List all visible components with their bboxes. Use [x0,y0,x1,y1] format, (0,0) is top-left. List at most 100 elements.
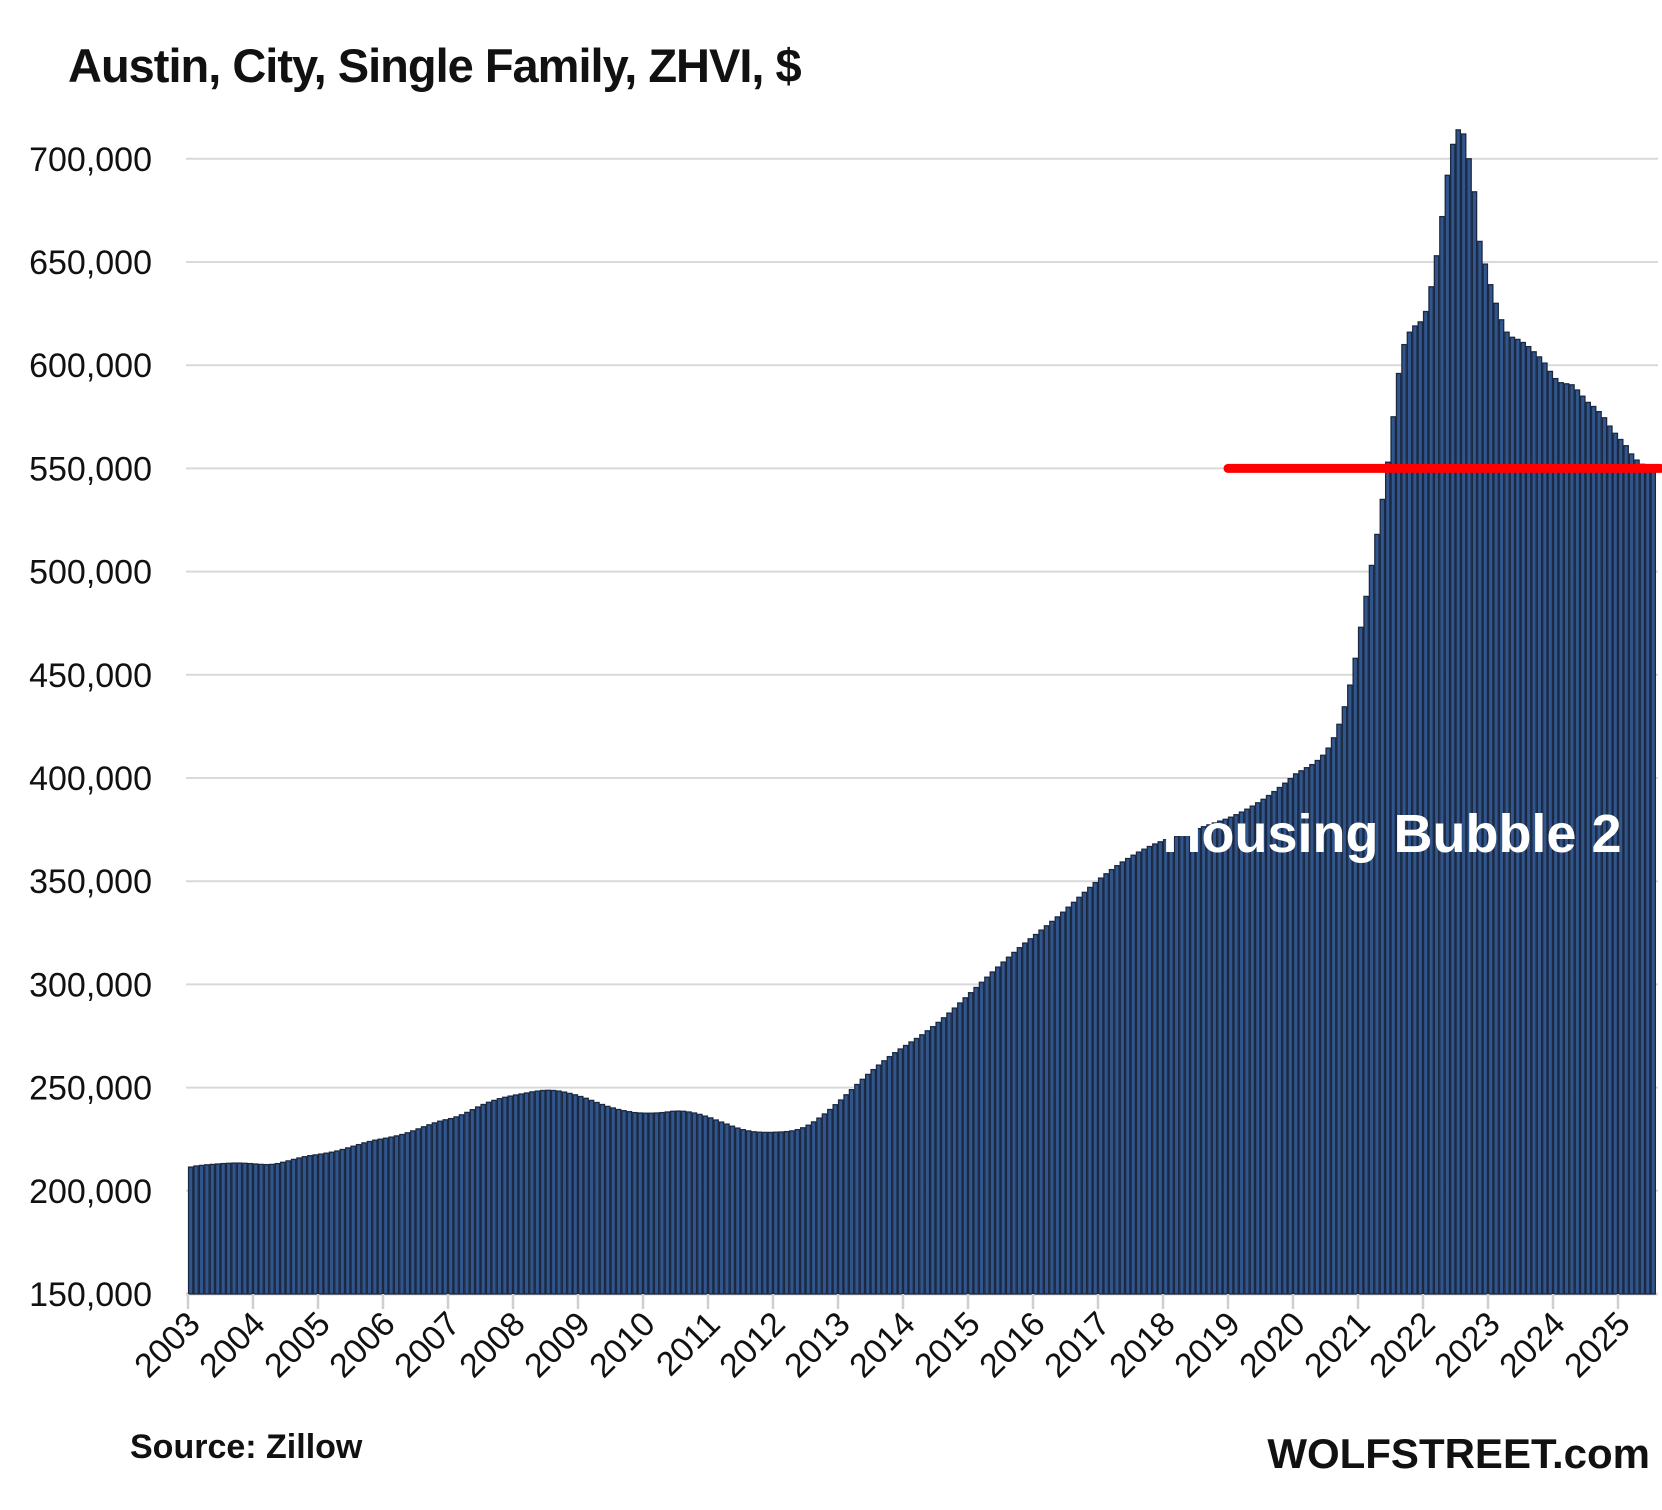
bar [469,1109,476,1295]
bar [1309,763,1315,1295]
bar [1271,790,1277,1295]
bar [1536,356,1543,1295]
bar [610,1107,617,1295]
bar [480,1103,487,1295]
bar [344,1147,351,1295]
bar [637,1112,644,1295]
bar [799,1127,806,1295]
bar [707,1117,714,1295]
bar [1390,416,1397,1295]
bar [1282,782,1288,1295]
bar [1238,811,1245,1295]
y-tick-label: 150,000 [29,1276,152,1314]
bar [1130,854,1137,1295]
bar [1314,759,1321,1295]
bar [361,1142,367,1295]
bar [1162,839,1169,1295]
bar [1135,851,1142,1295]
bar [902,1044,909,1295]
bar [1460,133,1467,1295]
bar [258,1163,264,1295]
bar [1471,191,1478,1295]
bar [1005,956,1012,1295]
bar [279,1161,286,1295]
y-tick-label: 250,000 [29,1070,152,1108]
bar [1433,255,1440,1295]
bar [1509,336,1516,1295]
bar [415,1128,422,1295]
bar [220,1162,227,1295]
year-label: 2025 [1557,1305,1637,1385]
bar [1574,389,1581,1295]
bar [935,1021,942,1295]
bar [973,986,979,1295]
year-label: 2007 [387,1305,467,1385]
bar [837,1099,844,1295]
bar [859,1078,866,1295]
bar [1206,824,1212,1295]
bar [919,1034,925,1295]
bar [1596,410,1602,1295]
y-tick-label: 550,000 [29,450,152,488]
bar [1412,325,1418,1295]
bar [1455,129,1462,1295]
bar [1520,341,1527,1295]
bar [572,1094,579,1295]
bar [1152,843,1158,1295]
bar [1195,827,1202,1295]
bar [1531,351,1537,1295]
bar [1287,777,1294,1295]
bar [507,1095,514,1295]
bar [204,1164,210,1295]
bar [957,1002,963,1295]
bar [1347,684,1353,1295]
bar [1563,383,1570,1295]
bar [1552,377,1559,1295]
bar [1265,794,1272,1295]
bar [1233,814,1239,1295]
source-note: Source: Zillow [130,1428,363,1466]
bar [502,1096,508,1295]
year-label: 2022 [1362,1305,1442,1385]
bar [1439,215,1445,1295]
bar [962,997,969,1295]
bar [550,1089,557,1295]
bar [1547,370,1554,1295]
bar [686,1111,692,1295]
bar [1612,432,1619,1295]
bar [447,1117,454,1295]
bar [285,1160,292,1295]
bar [702,1115,709,1295]
bar [751,1131,757,1295]
bar [1249,805,1256,1295]
bar [1590,405,1597,1295]
year-label: 2011 [649,1305,728,1384]
bar [1124,857,1131,1295]
bar [924,1030,931,1295]
bar [1200,826,1207,1295]
bar [388,1136,394,1295]
bar [399,1133,405,1295]
bar [854,1083,860,1295]
bar [724,1123,730,1295]
bar [1422,310,1429,1295]
bar [1628,453,1635,1295]
bar [1493,302,1499,1295]
bar [1363,595,1369,1295]
bar [1032,933,1039,1295]
bar [1379,498,1386,1295]
bar [214,1163,221,1295]
bar [984,976,990,1295]
bar [1022,942,1028,1295]
annotation-text: Housing Bubble 2 [1163,804,1622,864]
bar [881,1060,887,1295]
y-tick-label: 650,000 [29,244,152,282]
bar [583,1097,589,1295]
bar [1406,331,1413,1295]
bar [339,1148,346,1295]
bar [1157,841,1164,1295]
bar [1644,466,1651,1295]
year-label: 2008 [452,1305,532,1385]
bar [951,1007,958,1295]
